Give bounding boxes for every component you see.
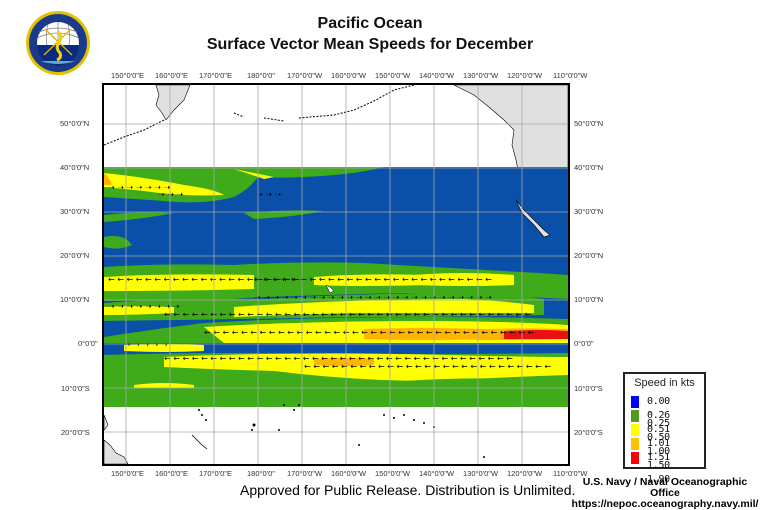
- naval-oceanographic-office-seal-icon: [25, 10, 91, 76]
- legend-label: 0.26 - 0.50: [647, 410, 670, 443]
- x-tick-label: 170°0'0"E: [199, 469, 232, 478]
- y-tick-label: 10°0'0"S: [61, 384, 90, 393]
- release-statement: Approved for Public Release. Distributio…: [240, 482, 576, 498]
- y-tick-label: 20°0'0"S: [61, 428, 90, 437]
- land-hawaii: [325, 284, 335, 294]
- land-australia: [104, 414, 129, 464]
- legend-swatch-yellow: [631, 424, 639, 436]
- south-pacific-islands: [198, 404, 485, 458]
- x-tick-label: 110°0'0"W: [553, 469, 588, 478]
- legend-swatch-green: [631, 410, 639, 422]
- y-tick-label: 10°0'0"N: [60, 295, 90, 304]
- y-tick-label: 30°0'0"N: [60, 207, 90, 216]
- svg-text:➝ ➝ ➝ ➝ ➝ ➝ ➝: ➝ ➝ ➝ ➝ ➝ ➝ ➝: [108, 183, 170, 192]
- x-tick-label: 170°0'0"W: [287, 71, 323, 80]
- x-tick-label: 110°0'0"W: [553, 71, 588, 80]
- svg-text:← ← ← ← ← ← ← ← ← ← ← ← ← ← ←: ← ← ← ← ← ← ← ← ← ← ← ← ← ← ← ← ← ← ← ← …: [254, 275, 492, 284]
- land-kamchatka: [155, 85, 191, 121]
- credit-block: U.S. Navy / Naval Oceanographic Office h…: [570, 477, 760, 510]
- legend-swatch-blue: [631, 396, 639, 408]
- y-tick-label: 40°0'0"N: [60, 163, 90, 172]
- x-tick-label: 120°0'0"W: [507, 469, 543, 478]
- y-tick-label: 30°0'0"N: [574, 207, 604, 216]
- x-tick-label: 160°0'0"E: [155, 469, 188, 478]
- legend-label: 0.00 - 0.25: [647, 396, 670, 429]
- svg-text:← ← ← ← ← ← ← ← ← ← ← ← ← ← ←: ← ← ← ← ← ← ← ← ← ← ← ← ← ← ← ← ← ← ← ← …: [304, 362, 551, 371]
- x-tick-label: 150°0'0"E: [111, 71, 144, 80]
- svg-text:← ← ← ← ← ← ← ← ← ← ← ← ← ← ←: ← ← ← ← ← ← ← ← ← ← ← ← ← ← ← ← ← ← ← ← …: [164, 354, 513, 363]
- legend-label: 1.01 - 1.50: [647, 438, 670, 471]
- vector-arrows: ➝ ➝ ➝ ➝ ➝ ➝ ➝ ➝ ➝ ➝ ➝ ➝ ➝ ← ← ← ← ← ← ← …: [108, 183, 551, 371]
- y-tick-label: 50°0'0"N: [574, 119, 604, 128]
- legend-swatch-red: [631, 452, 639, 464]
- svg-text:← ← ← ← ← ← ← ← ← ← ← ← ← ← ←: ← ← ← ← ← ← ← ← ← ← ← ← ← ← ← ← ← ← ← ← …: [108, 275, 300, 284]
- y-tick-label: 10°0'0"S: [574, 384, 603, 393]
- x-tick-label: 150°0'0"E: [111, 469, 144, 478]
- x-tick-label: 160°0'0"W: [331, 469, 367, 478]
- svg-text:➝ ➝ ➝ ➝ ➝ ➝ ➝ ➝ ➝ ➝ ➝ ➝ ➝ ➝ ➝: ➝ ➝ ➝ ➝ ➝ ➝ ➝ ➝ ➝ ➝ ➝ ➝ ➝ ➝ ➝ ➝ ➝ ➝ ➝ ➝ …: [254, 293, 492, 302]
- x-tick-label: 130°0'0"W: [463, 71, 499, 80]
- svg-text:➝ ➝ ➝ ➝ ➝ ➝ ➝ ➝: ➝ ➝ ➝ ➝ ➝ ➝ ➝ ➝: [108, 302, 180, 311]
- y-tick-label: 20°0'0"S: [574, 428, 603, 437]
- legend-swatch-orange: [631, 438, 639, 450]
- y-tick-label: 50°0'0"N: [60, 119, 90, 128]
- map-frame[interactable]: ➝ ➝ ➝ ➝ ➝ ➝ ➝ ➝ ➝ ➝ ➝ ➝ ➝ ← ← ← ← ← ← ← …: [102, 83, 570, 466]
- chart-subtitle: Surface Vector Mean Speeds for December: [206, 36, 534, 53]
- y-tick-label: 20°0'0"N: [574, 251, 604, 260]
- credit-org: U.S. Navy / Naval Oceanographic Office: [582, 476, 748, 499]
- y-tick-label: 0°0'0": [78, 339, 98, 348]
- x-tick-label: 150°0'0"W: [375, 469, 411, 478]
- x-tick-label: 120°0'0"W: [507, 71, 543, 80]
- x-tick-label: 160°0'0"W: [331, 71, 367, 80]
- x-tick-label: 160°0'0"E: [155, 71, 188, 80]
- svg-text:← ← ← ← ← ← ← ← ← ← ← ← ← ← ←: ← ← ← ← ← ← ← ← ← ← ← ← ← ← ← ← ← ← ← ← …: [164, 310, 532, 319]
- graticule: [104, 85, 568, 464]
- chart-title: Pacific Ocean: [317, 15, 423, 32]
- y-tick-label: 40°0'0"N: [574, 163, 604, 172]
- aleutian-islands: [104, 85, 415, 146]
- land-baja: [515, 199, 551, 238]
- x-tick-label: 180°0'0": [247, 71, 275, 80]
- speed-legend: Speed in kts 0.00 - 0.25 0.26 - 0.50 0.5…: [623, 372, 706, 485]
- x-tick-label: 150°0'0"W: [375, 71, 411, 80]
- x-tick-label: 170°0'0"E: [199, 71, 232, 80]
- x-tick-label: 140°0'0"W: [419, 469, 455, 478]
- speed-field: [104, 167, 568, 407]
- svg-text:➝ ➝ ➝: ➝ ➝ ➝: [158, 190, 183, 199]
- legend-label: 1.51 - 1.90: [647, 452, 670, 485]
- svg-text:← ← ← ← ← ← ← ← ← ← ← ← ← ← ←: ← ← ← ← ← ← ← ← ← ← ← ← ← ← ← ← ← ← ← ← …: [204, 328, 535, 337]
- x-tick-label: 130°0'0"W: [463, 469, 499, 478]
- x-tick-label: 180°0'0": [247, 469, 275, 478]
- svg-text:➝ ➝ ➝: ➝ ➝ ➝: [256, 190, 281, 199]
- svg-text:➝ ➝ ➝ ➝ ➝: ➝ ➝ ➝ ➝ ➝: [124, 340, 168, 349]
- current-speed-map: ➝ ➝ ➝ ➝ ➝ ➝ ➝ ➝ ➝ ➝ ➝ ➝ ➝ ← ← ← ← ← ← ← …: [104, 85, 568, 464]
- y-tick-label: 10°0'0"N: [574, 295, 604, 304]
- legend-label: 0.51 - 1.00: [647, 424, 670, 457]
- x-tick-label: 170°0'0"W: [287, 469, 323, 478]
- credit-url[interactable]: https://nepoc.oceanography.navy.mil/: [571, 498, 759, 510]
- legend-title: Speed in kts: [634, 377, 695, 389]
- y-tick-label: 20°0'0"N: [60, 251, 90, 260]
- x-tick-label: 140°0'0"W: [419, 71, 455, 80]
- y-tick-label: 0°0'0": [574, 339, 594, 348]
